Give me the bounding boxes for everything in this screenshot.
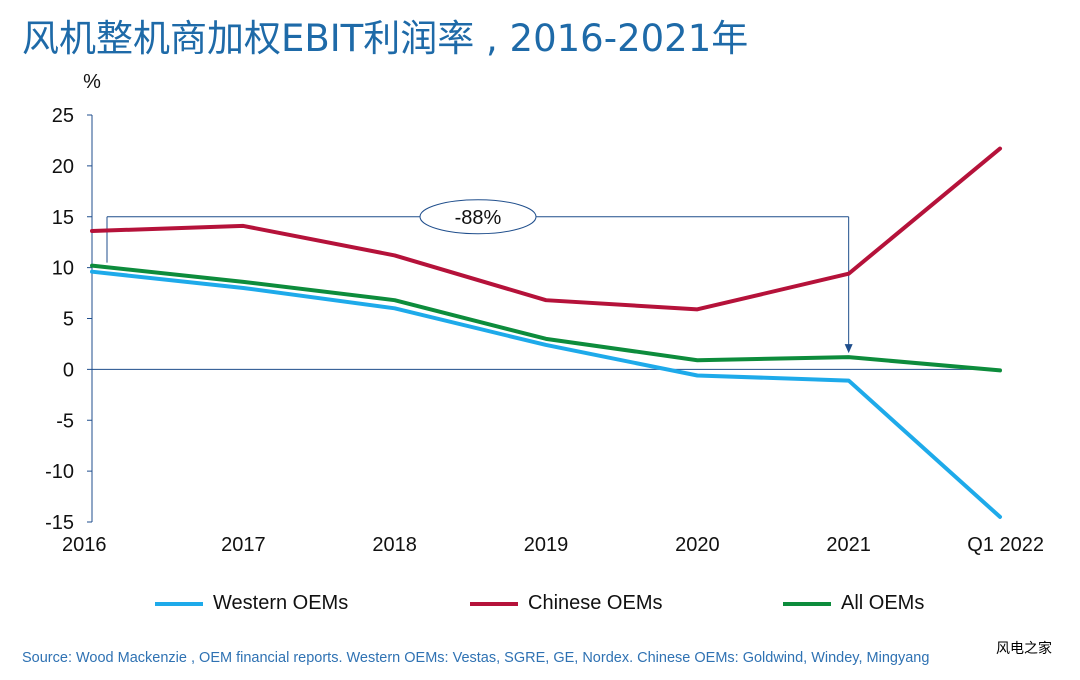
legend-item-all: All OEMs [783, 592, 924, 615]
legend-item-chinese: Chinese OEMs [470, 592, 663, 615]
y-tick-label: 0 [63, 359, 74, 381]
x-tick-label: 2021 [826, 534, 871, 556]
y-tick-label: 20 [52, 156, 74, 178]
annotation-ellipse [419, 199, 537, 235]
series-lines [90, 146, 1002, 519]
chart-title: 风机整机商加权EBIT利润率 , 2016-2021年 [22, 17, 749, 60]
series-line-all [90, 263, 1002, 373]
legend-item-western: Western OEMs [155, 592, 348, 615]
x-axis-ticks: 2016 2017 2018 2019 2020 2021 Q1 2022 [62, 534, 1044, 556]
annotation-label: -88% [455, 207, 502, 229]
y-tick-label: 5 [63, 309, 74, 331]
x-tick-label: 2019 [524, 534, 569, 556]
x-tick-label: 2020 [675, 534, 720, 556]
legend-label-chinese: Chinese OEMs [528, 592, 663, 614]
legend-label-all: All OEMs [841, 592, 925, 614]
legend-swatch-chinese [470, 601, 518, 606]
y-tick-label: 15 [52, 207, 74, 229]
x-tick-label: 2017 [221, 534, 266, 556]
axes: % [83, 71, 1000, 522]
legend-swatch-all [783, 601, 831, 606]
annotation-bracket: -88% [106, 199, 853, 354]
watermark: 风电之家 [996, 641, 1052, 657]
y-axis-ticks: 25 20 15 10 5 0 -5 -10 -15 [45, 105, 92, 534]
y-tick-label: -10 [45, 461, 74, 483]
legend-label-western: Western OEMs [213, 592, 349, 614]
y-tick-label: 25 [52, 105, 74, 127]
bracket-arrowhead [844, 344, 853, 354]
x-tick-label: 2016 [62, 534, 107, 556]
legend-swatch-western [155, 601, 203, 606]
x-tick-label: Q1 2022 [967, 534, 1044, 556]
y-tick-label: 10 [52, 258, 74, 280]
y-axis-label: % [83, 71, 101, 93]
series-line-western [90, 269, 1002, 519]
y-tick-label: -5 [56, 410, 74, 432]
series-line-chinese [90, 146, 1002, 312]
source-note: Source: Wood Mackenzie , OEM financial r… [22, 650, 930, 666]
x-tick-label: 2018 [372, 534, 417, 556]
y-tick-label: -15 [45, 512, 74, 534]
